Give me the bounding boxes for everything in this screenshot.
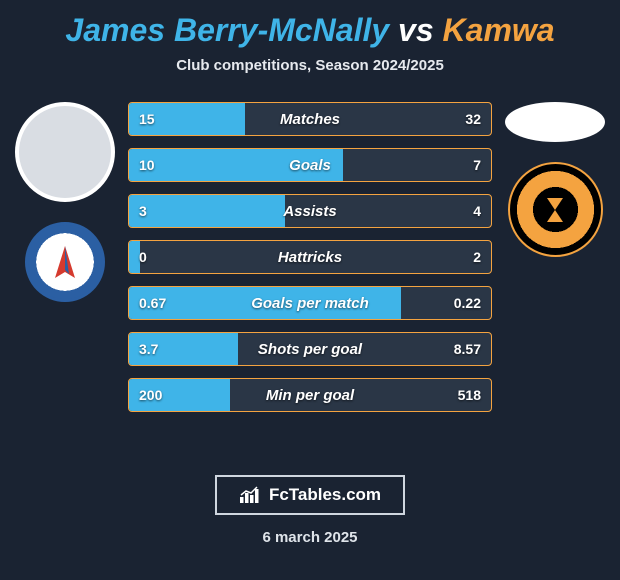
main-content: 15Matches3210Goals73Assists40Hattricks20… xyxy=(0,102,620,412)
stat-value-right: 8.57 xyxy=(454,341,481,357)
stat-value-left: 15 xyxy=(139,111,155,127)
stat-fill xyxy=(129,195,285,227)
stat-row-goals-per-match: 0.67 Goals per match 0.22 xyxy=(128,286,492,320)
left-side xyxy=(10,102,120,302)
brand-chart-icon xyxy=(239,486,261,504)
stat-label: Assists xyxy=(283,203,336,220)
stat-value-right: 32 xyxy=(465,111,481,127)
stat-value-right: 2 xyxy=(473,249,481,265)
footer-date: 6 march 2025 xyxy=(0,529,620,546)
stat-row-min-per-goal: 200 Min per goal 518 xyxy=(128,378,492,412)
brand-box[interactable]: FcTables.com xyxy=(215,475,405,515)
comparison-title: James Berry-McNally vs Kamwa xyxy=(0,0,620,49)
stat-value-left: 0.67 xyxy=(139,295,166,311)
stat-row-goals: 10 Goals 7 xyxy=(128,148,492,182)
footer: FcTables.com 6 march 2025 xyxy=(0,475,620,580)
player1-name: James Berry-McNally xyxy=(65,12,389,48)
player1-avatar xyxy=(15,102,115,202)
player2-club-badge xyxy=(508,162,603,257)
stat-value-right: 0.22 xyxy=(454,295,481,311)
stat-label: Matches xyxy=(280,111,340,128)
vs-text: vs xyxy=(398,12,434,48)
stat-row-matches: 15 Matches 32 xyxy=(128,102,492,136)
stat-row-hattricks: 0 Hattricks 2 xyxy=(128,240,492,274)
stat-label: Goals per match xyxy=(251,295,369,312)
stat-bars: 15Matches3210Goals73Assists40Hattricks20… xyxy=(120,102,500,412)
brand-text: FcTables.com xyxy=(269,485,381,505)
stat-label: Shots per goal xyxy=(258,341,362,358)
stat-value-right: 4 xyxy=(473,203,481,219)
stat-label: Min per goal xyxy=(266,387,354,404)
stat-value-left: 200 xyxy=(139,387,162,403)
stat-label: Hattricks xyxy=(278,249,342,266)
subtitle: Club competitions, Season 2024/2025 xyxy=(0,57,620,74)
stat-row-shots-per-goal: 3.7 Shots per goal 8.57 xyxy=(128,332,492,366)
player1-club-badge xyxy=(25,222,105,302)
player2-name: Kamwa xyxy=(443,12,555,48)
player2-avatar xyxy=(505,102,605,142)
stat-value-right: 7 xyxy=(473,157,481,173)
stat-value-left: 3 xyxy=(139,203,147,219)
stat-value-right: 518 xyxy=(458,387,481,403)
stat-value-left: 10 xyxy=(139,157,155,173)
stat-label: Goals xyxy=(289,157,331,174)
stat-value-left: 3.7 xyxy=(139,341,158,357)
right-side xyxy=(500,102,610,257)
stat-row-assists: 3 Assists 4 xyxy=(128,194,492,228)
stat-value-left: 0 xyxy=(139,249,147,265)
